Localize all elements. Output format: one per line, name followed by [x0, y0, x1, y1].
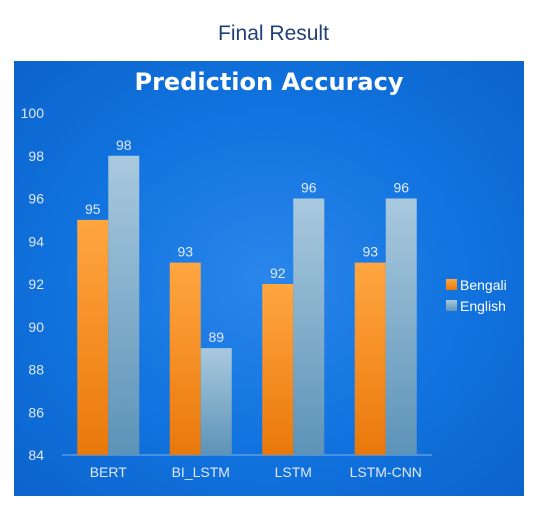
bar-english	[385, 198, 417, 455]
bar-bengali	[169, 262, 201, 455]
data-label: 96	[301, 180, 317, 196]
bar-bengali	[262, 284, 294, 455]
y-tick-label: 100	[21, 105, 45, 121]
y-tick-label: 96	[28, 191, 44, 207]
x-category-label: BERT	[90, 464, 128, 480]
bar-english	[293, 198, 325, 455]
category-labels: BERT BI_LSTM LSTM LSTM-CNN	[90, 464, 422, 480]
data-label: 96	[393, 180, 409, 196]
bar-bengali	[354, 262, 386, 455]
legend: Bengali English	[446, 277, 507, 314]
figure-caption: Final Result	[218, 22, 329, 45]
y-tick-label: 88	[28, 362, 44, 378]
bar-english	[108, 155, 140, 455]
bar-bengali	[77, 219, 109, 455]
x-category-label: LSTM-CNN	[350, 464, 422, 480]
bars-group: 95 98 93 89 92 96 93 96	[77, 137, 417, 455]
data-label: 92	[270, 265, 286, 281]
legend-label-bengali: Bengali	[460, 277, 507, 293]
bar-english	[200, 348, 232, 455]
y-tick-label: 94	[28, 233, 44, 249]
data-label: 98	[116, 137, 132, 153]
y-tick-label: 98	[28, 148, 44, 164]
data-label: 95	[85, 201, 101, 217]
x-category-label: LSTM	[275, 464, 312, 480]
y-tick-label: 90	[28, 319, 44, 335]
legend-label-english: English	[460, 298, 506, 314]
y-axis-ticks: 84 86 88 90 92 94 96 98 100	[21, 105, 45, 463]
legend-swatch-english	[446, 300, 457, 311]
data-label: 93	[177, 244, 193, 260]
legend-swatch-bengali	[446, 279, 457, 290]
data-label: 93	[362, 244, 378, 260]
y-tick-label: 84	[28, 447, 44, 463]
data-label: 89	[208, 329, 224, 345]
y-tick-label: 92	[28, 276, 44, 292]
y-tick-label: 86	[28, 404, 44, 420]
x-category-label: BI_LSTM	[172, 464, 230, 480]
chart-title: Prediction Accuracy	[135, 68, 404, 96]
